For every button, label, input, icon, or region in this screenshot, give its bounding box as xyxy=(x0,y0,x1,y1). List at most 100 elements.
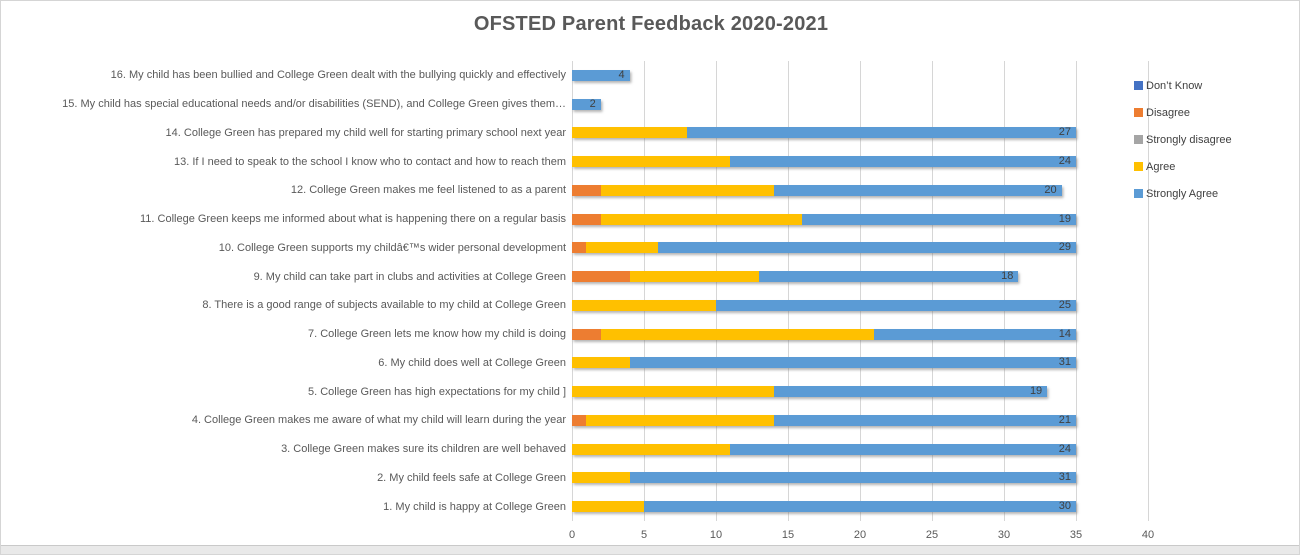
bar-data-label: 21 xyxy=(1058,413,1071,426)
bar-data-label: 19 xyxy=(1029,385,1043,398)
bar-data-label: 14 xyxy=(1058,327,1071,340)
bar-row xyxy=(572,127,1076,139)
category-label: 10. College Green supports my childâ€™s … xyxy=(218,241,566,254)
legend-color-swatch-icon xyxy=(1134,189,1143,198)
strongly-agree-segment xyxy=(644,501,1076,513)
category-label: 15. My child has special educational nee… xyxy=(62,98,566,111)
strongly-agree-segment xyxy=(572,69,630,81)
bar-row xyxy=(572,156,1076,168)
category-label: 7. College Green lets me know how my chi… xyxy=(307,328,566,341)
strongly-agree-segment xyxy=(730,156,1076,168)
window-edge-strip xyxy=(1,545,1299,554)
strongly-agree-segment xyxy=(773,414,1076,426)
agree-segment xyxy=(572,156,731,168)
x-gridline xyxy=(716,61,717,521)
bar-data-label: 30 xyxy=(1058,500,1071,513)
bar-data-label: 20 xyxy=(1044,183,1057,196)
category-label: 4. College Green makes me aware of what … xyxy=(191,414,566,427)
disagree-segment xyxy=(572,213,601,225)
x-gridline xyxy=(788,61,789,521)
category-label: 9. My child can take part in clubs and a… xyxy=(253,270,566,283)
bar-data-label: 24 xyxy=(1058,442,1071,455)
x-axis-tick-label: 30 xyxy=(997,529,1011,541)
bar-data-label: 4 xyxy=(618,68,625,81)
agree-segment xyxy=(600,184,774,196)
strongly-agree-segment xyxy=(629,357,1076,369)
disagree-segment xyxy=(572,271,630,283)
legend-label: Strongly disagree xyxy=(1146,133,1232,146)
bar-data-label: 29 xyxy=(1058,241,1071,254)
chart-legend: Don’t Know Disagree Strongly disagree Agree… xyxy=(1134,72,1232,207)
bar-row xyxy=(572,69,630,81)
bar-row xyxy=(572,472,1076,484)
bar-data-label: 2 xyxy=(589,97,596,110)
disagree-segment xyxy=(572,328,601,340)
category-label: 16. My child has been bullied and Colleg… xyxy=(110,69,566,82)
strongly-agree-segment xyxy=(730,443,1076,455)
strongly-agree-segment xyxy=(874,328,1076,340)
legend-color-swatch-icon xyxy=(1134,135,1143,144)
strongly-agree-segment xyxy=(802,213,1076,225)
bar-data-label: 31 xyxy=(1058,471,1071,484)
bar-row xyxy=(572,299,1076,311)
agree-segment xyxy=(572,386,774,398)
legend-item-strongly-disagree: Strongly disagree xyxy=(1134,126,1232,153)
agree-segment xyxy=(629,271,760,283)
bar-row xyxy=(572,357,1076,369)
strongly-agree-segment xyxy=(629,472,1076,484)
agree-segment xyxy=(572,443,731,455)
bar-data-label: 25 xyxy=(1058,298,1071,311)
bar-data-label: 19 xyxy=(1058,212,1071,225)
x-axis-tick-label: 40 xyxy=(1141,529,1155,541)
category-label: 6. My child does well at College Green xyxy=(378,356,566,369)
legend-color-swatch-icon xyxy=(1134,162,1143,171)
bar-row xyxy=(572,98,601,110)
disagree-segment xyxy=(572,414,587,426)
strongly-agree-segment xyxy=(773,386,1048,398)
category-label: 11. College Green keeps me informed abou… xyxy=(139,213,566,226)
category-label: 14. College Green has prepared my child … xyxy=(165,126,566,139)
bar-data-label: 27 xyxy=(1058,126,1071,139)
agree-segment xyxy=(572,127,688,139)
x-gridline xyxy=(932,61,933,521)
x-axis-tick-label: 10 xyxy=(709,529,723,541)
bar-data-label: 24 xyxy=(1058,155,1071,168)
agree-segment xyxy=(572,501,644,513)
legend-color-swatch-icon xyxy=(1134,108,1143,117)
legend-item-dont-know: Don’t Know xyxy=(1134,72,1232,99)
agree-segment xyxy=(600,213,803,225)
legend-item-disagree: Disagree xyxy=(1134,99,1232,126)
bar-row xyxy=(572,184,1062,196)
category-label: 1. My child is happy at College Green xyxy=(383,500,566,513)
disagree-segment xyxy=(572,242,587,254)
x-gridline xyxy=(572,61,573,521)
legend-label: Agree xyxy=(1146,160,1176,173)
agree-segment xyxy=(572,299,716,311)
strongly-agree-segment xyxy=(658,242,1076,254)
legend-item-agree: Agree xyxy=(1134,153,1232,180)
agree-segment xyxy=(572,357,630,369)
bar-row xyxy=(572,242,1076,254)
category-label: 5. College Green has high expectations f… xyxy=(307,385,566,398)
category-label: 13. If I need to speak to the school I k… xyxy=(174,155,566,168)
bar-row xyxy=(572,501,1076,513)
agree-segment xyxy=(600,328,875,340)
legend-color-swatch-icon xyxy=(1134,81,1143,90)
x-axis-tick-label: 15 xyxy=(781,529,795,541)
bar-row xyxy=(572,328,1076,340)
disagree-segment xyxy=(572,184,601,196)
agree-segment xyxy=(586,242,659,254)
x-gridline xyxy=(860,61,861,521)
strongly-agree-segment xyxy=(687,127,1076,139)
chart-title: OFSTED Parent Feedback 2020-2021 xyxy=(473,13,829,35)
x-gridline xyxy=(644,61,645,521)
x-axis-tick-label: 5 xyxy=(640,529,648,541)
bar-row xyxy=(572,414,1076,426)
category-label: 3. College Green makes sure its children… xyxy=(281,443,566,456)
x-axis-tick-label: 0 xyxy=(568,529,576,541)
agree-segment xyxy=(572,472,630,484)
bar-row xyxy=(572,386,1048,398)
bar-data-label: 18 xyxy=(1001,270,1014,283)
category-label: 8. There is a good range of subjects ava… xyxy=(202,299,566,312)
